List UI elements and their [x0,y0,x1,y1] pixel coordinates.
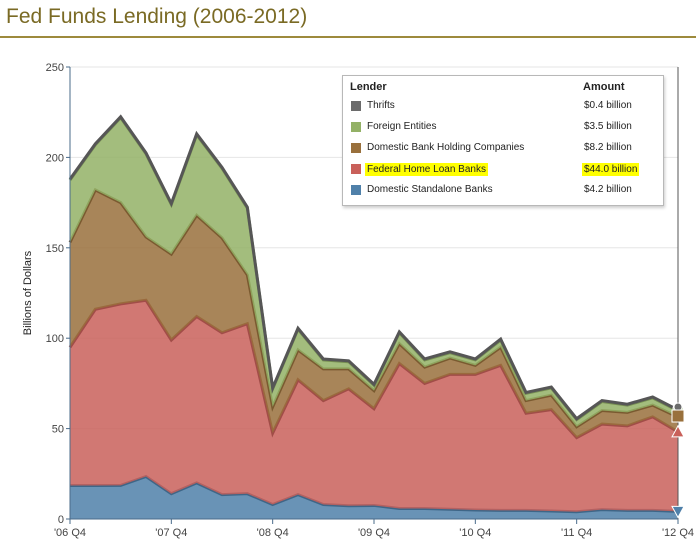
stacked-areas [68,114,679,519]
legend-amount: $44.0 billion [582,163,640,176]
legend-label: Thrifts [367,100,395,111]
legend-amount: $4.2 billion [584,184,632,195]
end-markers [671,402,685,519]
x-tick-label: '07 Q4 [155,527,187,539]
chart-title: Fed Funds Lending (2006-2012) [6,5,308,28]
legend-label: Foreign Entities [367,121,437,132]
legend-item-fhlb[interactable]: Federal Home Loan Banks $44.0 billion [343,160,663,178]
title-divider [0,36,696,38]
legend-item-domestic_bhc[interactable]: Domestic Bank Holding Companies $8.2 bill… [343,139,663,157]
line-thrifts [68,114,679,421]
x-tick-label: '10 Q4 [459,527,491,539]
legend-swatch [351,122,361,132]
legend-item-standalone[interactable]: Domestic Standalone Banks $4.2 billion [343,181,663,199]
marker-standalone [671,505,685,519]
legend-header-lender: Lender [350,81,387,93]
legend-label: Federal Home Loan Banks [365,163,488,176]
legend-amount: $0.4 billion [584,100,632,111]
y-axis-label: Billions of Dollars [22,250,34,335]
x-tick-label: '12 Q4 [662,527,694,539]
legend-label: Domestic Standalone Banks [367,184,493,195]
legend: Lender Amount Thrifts $0.4 billion Foreign… [342,75,664,206]
y-tick-label: 0 [58,514,64,526]
axes: 0 50 100 150 200 250 Billions of Dollars '06 Q4… [22,62,694,539]
marker-domestic-bhc [671,409,685,423]
legend-item-thrifts[interactable]: Thrifts $0.4 billion [343,97,663,115]
legend-swatch [351,185,361,195]
area-fhlb [70,300,678,512]
x-tick-label: '09 Q4 [358,527,390,539]
legend-item-foreign[interactable]: Foreign Entities $3.5 billion [343,118,663,136]
legend-amount: $8.2 billion [584,142,632,153]
x-tick-label: '08 Q4 [257,527,289,539]
legend-swatch [351,101,361,111]
legend-header-amount: Amount [583,81,625,93]
y-tick-label: 150 [46,243,64,255]
legend-amount: $3.5 billion [584,121,632,132]
y-tick-label: 100 [46,333,64,345]
area-foreign [70,117,678,427]
legend-label: Domestic Bank Holding Companies [367,142,525,153]
y-tick-label: 50 [52,424,64,436]
legend-swatch [351,164,361,174]
x-tick-label: '06 Q4 [54,527,86,539]
area-standalone [70,476,678,519]
legend-swatch [351,143,361,153]
area-domestic_bhc [70,189,678,438]
y-tick-label: 250 [46,62,64,74]
x-tick-label: '11 Q4 [561,527,592,539]
y-tick-label: 200 [46,152,64,164]
marker-fhlb [671,424,685,438]
